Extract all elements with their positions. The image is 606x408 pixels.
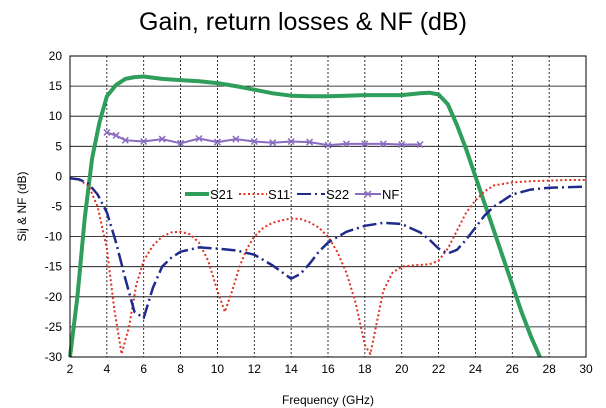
chart-title: Gain, return losses & NF (dB) [139,8,467,36]
y-tick-label: 5 [55,139,62,153]
x-tick-label: 12 [248,362,262,376]
legend-marker-nf [364,190,372,198]
legend-label-s22: S22 [326,187,349,202]
plot-frame [69,55,587,358]
data-point-nf [195,134,203,143]
x-tick-label: 2 [67,362,74,376]
x-axis-label: Frequency (GHz) [282,393,374,407]
data-point-nf [269,139,277,147]
series-line-nf [106,131,421,147]
data-point-nf [250,137,258,146]
series-line-s11 [69,177,586,355]
x-tick-label: 24 [469,362,483,376]
data-point-nf [177,139,185,147]
x-tick-label: 10 [211,362,225,376]
x-tick-label: 4 [104,362,111,376]
y-tick-label: -15 [45,260,63,274]
data-point-nf [398,140,406,149]
y-tick-label: -25 [45,320,63,334]
x-tick-label: 6 [140,362,147,376]
y-tick-label: 0 [55,169,62,183]
data-point-nf [140,137,148,146]
data-point-nf [324,141,332,149]
data-point-nf [213,138,221,146]
x-tick-label: 20 [395,362,409,376]
data-point-nf [361,140,369,148]
data-point-nf [112,131,120,139]
x-tick-label: 8 [177,362,184,376]
y-axis-label: Sij & NF (dB) [15,171,29,241]
y-tick-label: -5 [51,200,62,214]
x-tick-label: 14 [284,362,298,376]
y-tick-label: -30 [45,350,63,364]
data-point-nf [379,140,387,148]
data-point-nf [158,135,166,143]
x-tick-label: 30 [579,362,593,376]
y-tick-label: -20 [45,290,63,304]
tick-labels: 2 4 6 8 10 12 14 16 18 20 22 24 26 28 3020151050-5-10-… [45,49,593,376]
legend-label-s11: S11 [268,187,290,202]
data-point-nf [121,136,129,144]
x-tick-label: 16 [321,362,335,376]
data-point-nf [416,140,424,149]
data-point-nf [287,137,295,146]
series-line-s21 [68,74,542,358]
x-tick-label: 18 [358,362,372,376]
series-layer [68,74,587,358]
y-tick-label: -10 [45,230,63,244]
legend-label-nf: NF [382,187,399,202]
x-tick-label: 22 [432,362,446,376]
legend-label-s21: S21 [210,187,233,202]
series-line-s22 [69,176,587,320]
y-tick-label: 10 [49,109,63,123]
data-point-nf [306,138,314,146]
data-point-nf [232,135,240,143]
y-tick-label: 15 [49,79,63,93]
grid [70,56,586,357]
x-tick-label: 28 [542,362,556,376]
data-point-nf [342,140,350,148]
y-tick-label: 20 [49,49,63,63]
data-point-nf [103,128,111,136]
legend: S21 S11 S22 NF [185,187,399,202]
x-tick-label: 26 [506,362,520,376]
